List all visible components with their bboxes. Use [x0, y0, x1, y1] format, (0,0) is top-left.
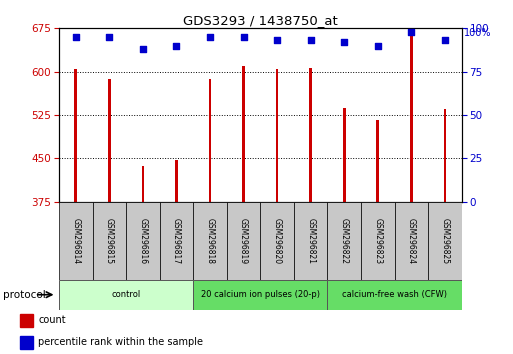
Point	[340, 39, 348, 45]
Title: GDS3293 / 1438750_at: GDS3293 / 1438750_at	[183, 14, 338, 27]
Bar	[377, 120, 379, 202]
Bar	[209, 79, 211, 202]
Bar	[59, 202, 92, 280]
Text: GSM296816: GSM296816	[139, 218, 147, 264]
Bar	[327, 202, 361, 280]
Bar	[59, 280, 193, 310]
Text: GSM296823: GSM296823	[373, 218, 382, 264]
Bar	[428, 202, 462, 280]
Point	[373, 43, 382, 48]
Text: GSM296824: GSM296824	[407, 218, 416, 264]
Bar	[309, 68, 312, 202]
Bar	[126, 202, 160, 280]
Bar	[394, 202, 428, 280]
Bar	[21, 336, 33, 349]
Point	[172, 43, 181, 48]
Point	[273, 38, 281, 43]
Text: 100%: 100%	[464, 28, 492, 38]
Bar	[294, 202, 327, 280]
Text: calcium-free wash (CFW): calcium-free wash (CFW)	[342, 290, 447, 299]
Text: GSM296825: GSM296825	[441, 218, 449, 264]
Bar	[193, 280, 327, 310]
Text: GSM296822: GSM296822	[340, 218, 349, 264]
Text: GSM296819: GSM296819	[239, 218, 248, 264]
Bar	[193, 202, 227, 280]
Bar	[175, 160, 178, 202]
Bar	[227, 202, 260, 280]
Bar	[74, 69, 77, 202]
Bar	[327, 280, 462, 310]
Point	[240, 34, 248, 40]
Text: GSM296818: GSM296818	[206, 218, 214, 264]
Bar	[410, 31, 412, 202]
Bar	[21, 314, 33, 326]
Text: percentile rank within the sample: percentile rank within the sample	[38, 337, 203, 348]
Text: GSM296821: GSM296821	[306, 218, 315, 264]
Bar	[260, 202, 294, 280]
Text: control: control	[111, 290, 141, 299]
Point	[139, 46, 147, 52]
Bar	[242, 66, 245, 202]
Text: 20 calcium ion pulses (20-p): 20 calcium ion pulses (20-p)	[201, 290, 320, 299]
Point	[105, 34, 113, 40]
Point	[72, 34, 80, 40]
Text: GSM296820: GSM296820	[272, 218, 282, 264]
Text: count: count	[38, 315, 66, 325]
Bar	[343, 108, 346, 202]
Point	[307, 38, 315, 43]
Bar	[444, 109, 446, 202]
Bar	[276, 69, 279, 202]
Text: GSM296814: GSM296814	[71, 218, 80, 264]
Text: GSM296815: GSM296815	[105, 218, 114, 264]
Point	[407, 29, 416, 35]
Bar	[92, 202, 126, 280]
Text: protocol: protocol	[3, 290, 45, 300]
Text: GSM296817: GSM296817	[172, 218, 181, 264]
Point	[206, 34, 214, 40]
Bar	[160, 202, 193, 280]
Bar	[108, 79, 111, 202]
Bar	[142, 166, 144, 202]
Point	[441, 38, 449, 43]
Bar	[361, 202, 394, 280]
